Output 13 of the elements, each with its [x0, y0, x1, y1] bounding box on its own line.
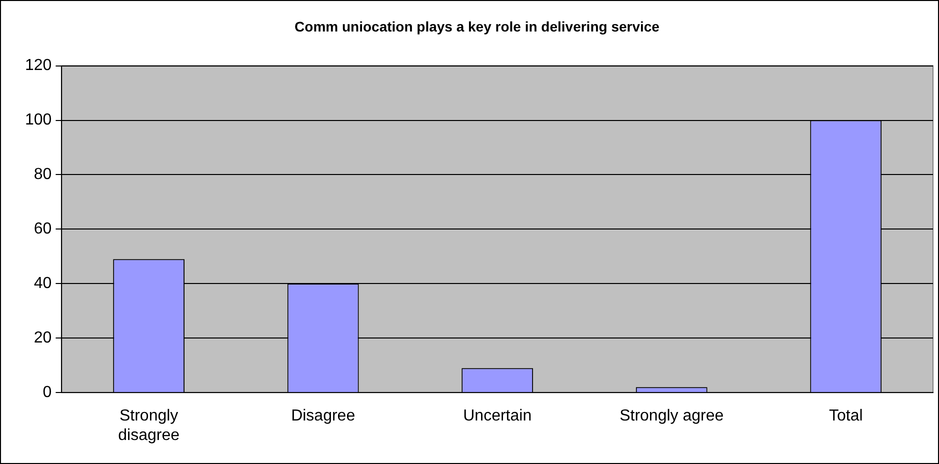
- x-tick-label: Disagree: [291, 408, 356, 425]
- chart-title: Comm uniocation plays a key role in delivering service: [294, 18, 660, 34]
- y-tick-label: 20: [34, 330, 52, 347]
- x-tick-label: Strongly disagree: [118, 408, 180, 444]
- y-tick-label: 40: [34, 275, 52, 292]
- y-tick-label: 60: [34, 220, 52, 238]
- y-tick-label: 100: [24, 112, 52, 129]
- y-tick-label: 120: [24, 57, 52, 74]
- x-tick-label: Uncertain: [463, 408, 532, 425]
- x-tick-label: Total: [828, 408, 863, 425]
- y-tick-label: 80: [34, 166, 52, 184]
- x-tick-label: Strongly agree: [620, 408, 724, 425]
- y-tick-label: 0: [42, 384, 52, 402]
